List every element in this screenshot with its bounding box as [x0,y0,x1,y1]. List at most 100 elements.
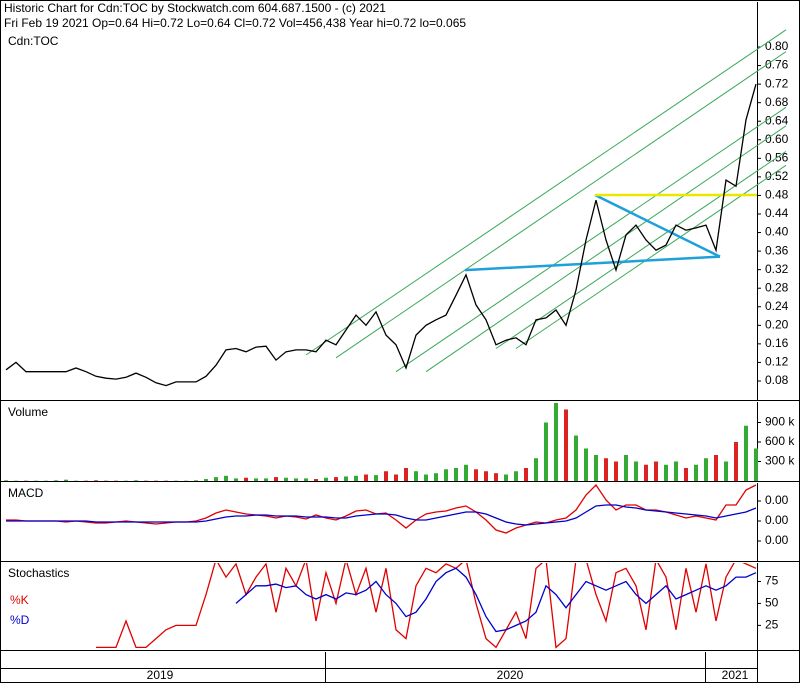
volume-bar [54,480,58,481]
volume-bar [444,469,448,481]
volume-bar [94,480,98,481]
volume-bar [314,479,318,481]
volume-bar [574,435,578,481]
volume-bar [414,471,418,481]
y-tick-label: 0.60 [765,132,789,146]
volume-bar [634,461,638,481]
y-tick-label: 0.76 [765,58,789,72]
legend-label: %K [10,593,29,607]
y-tick-label: 75 [765,574,779,588]
volume-bar [644,465,648,481]
volume-bar [464,465,468,481]
header-line: Fri Feb 19 2021 Op=0.64 Hi=0.72 Lo=0.64 … [4,16,466,30]
volume-bar [424,474,428,481]
panel-title: Cdn:TOC [8,34,59,48]
volume-bar [4,480,8,481]
volume-bar [434,473,438,481]
y-tick-label: 0.28 [765,280,789,294]
volume-bar [204,479,208,481]
volume-bar [454,468,458,481]
volume-bar [334,477,338,481]
volume-bar [714,455,718,481]
y-tick-label: 0.00 [765,513,789,527]
volume-bar [344,476,348,481]
volume-bar [724,461,728,481]
volume-bar [754,448,758,481]
volume-bar [554,403,558,481]
volume-bar [364,474,368,481]
y-tick-label: 0.68 [765,95,789,109]
volume-bar [664,465,668,481]
y-tick-label: 0.00 [765,493,789,507]
volume-bar [654,461,658,481]
y-tick-label: 0.24 [765,299,789,313]
volume-bar [534,458,538,481]
y-tick-label: 0.40 [765,225,789,239]
volume-bar [484,471,488,481]
volume-bar [64,480,68,481]
volume-bar [514,471,518,481]
y-tick-label: 0.00 [765,533,789,547]
y-tick-label: 0.12 [765,355,789,369]
volume-bar [244,478,248,481]
y-tick-label: 0.36 [765,243,789,257]
x-tick-label: 2021 [722,668,749,682]
volume-bar [274,477,278,481]
volume-bar [194,480,198,481]
volume-bar [624,455,628,481]
x-tick-label: 2019 [147,668,174,682]
panel-title: MACD [8,486,44,500]
y-tick-label: 300 k [765,454,795,468]
panel-title: Stochastics [8,566,69,580]
volume-bar [254,478,258,481]
volume-bar [224,476,228,481]
y-tick-label: 0.72 [765,76,789,90]
y-tick-label: 0.48 [765,188,789,202]
volume-bar [504,474,508,481]
y-tick-label: 0.64 [765,113,789,127]
y-tick-label: 0.08 [765,373,789,387]
volume-bar [134,480,138,481]
volume-bar [394,474,398,481]
legend-label: %D [10,613,30,627]
volume-bar [694,465,698,481]
y-tick-label: 25 [765,618,779,632]
y-tick-label: 900 k [765,415,795,429]
volume-bar [564,409,568,481]
volume-bar [614,461,618,481]
y-tick-label: 0.16 [765,336,789,350]
volume-bar [544,422,548,481]
volume-bar [384,471,388,481]
volume-bar [404,468,408,481]
volume-bar [584,448,588,481]
y-tick-label: 600 k [765,434,795,448]
volume-bar [214,477,218,481]
volume-bar [734,442,738,481]
volume-bar [594,455,598,481]
volume-bar [474,469,478,481]
volume-bar [324,478,328,481]
y-tick-label: 0.32 [765,262,789,276]
volume-bar [744,426,748,481]
header-line: Historic Chart for Cdn:TOC by Stockwatch… [4,1,386,15]
volume-bar [304,478,308,481]
volume-bar [374,475,378,481]
panel-title: Volume [8,405,48,419]
volume-bar [604,458,608,481]
y-tick-label: 0.20 [765,317,789,331]
volume-bar [234,478,238,481]
volume-bar [524,468,528,481]
volume-bar [284,478,288,481]
y-tick-label: 0.44 [765,206,789,220]
volume-bar [704,458,708,481]
volume-bar [684,468,688,481]
volume-bar [264,478,268,481]
volume-bar [494,473,498,481]
volume-bar [294,478,298,481]
volume-bar [354,476,358,481]
y-tick-label: 50 [765,596,779,610]
volume-bar [674,461,678,481]
